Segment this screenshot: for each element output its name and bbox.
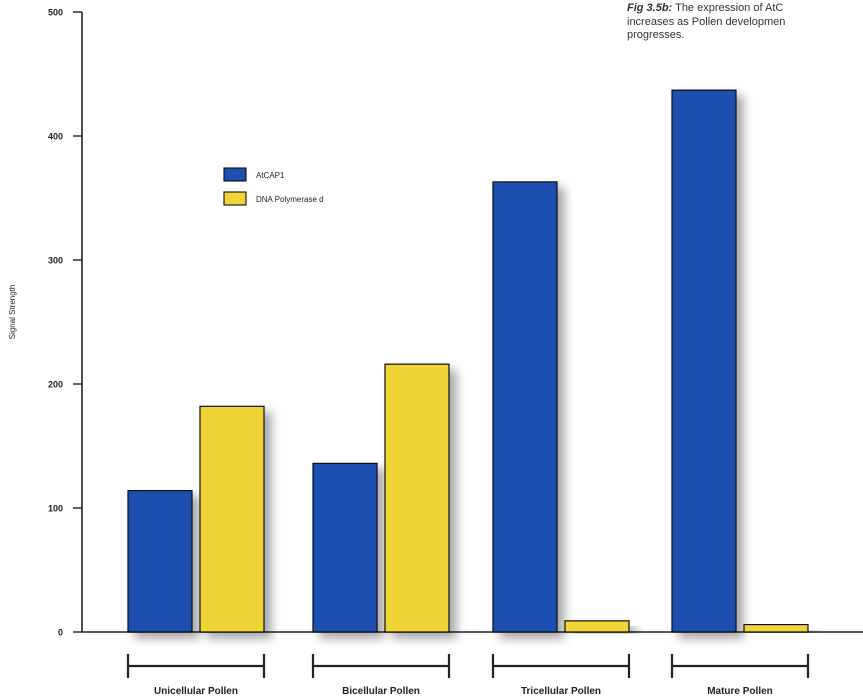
- category-brackets: Unicellular Pollen Bicellular Pollen Trice…: [126, 654, 810, 697]
- caption-line-3: progresses.: [627, 29, 685, 41]
- bar-series-1: [492, 181, 558, 633]
- legend: AtCAP1 DNA Polymerase d: [223, 167, 324, 206]
- caption-line-2: increases as Pollen developmen: [627, 15, 786, 28]
- legend-label: AtCAP1: [256, 171, 285, 180]
- x-tick-label: Bicellular Pollen: [342, 686, 420, 697]
- y-tick-label: 0: [58, 628, 63, 638]
- figure-caption: Fig 3.5b: The expression of AtC increase…: [627, 2, 863, 43]
- bar-series-1: [127, 490, 193, 633]
- bar-series-2: [199, 405, 265, 633]
- y-tick-label: 200: [48, 380, 63, 390]
- caption-label: Fig 3.5b:: [627, 2, 673, 14]
- bars: [127, 89, 809, 633]
- y-tick-label: 100: [48, 504, 63, 514]
- caption-line-1: The expression of AtC: [675, 2, 784, 14]
- legend-swatch: [223, 167, 247, 182]
- y-tick-label: 400: [48, 132, 63, 142]
- bar-series-1: [312, 462, 378, 633]
- bar-series-2: [384, 363, 450, 633]
- legend-swatch: [223, 191, 247, 206]
- bar-series-2: [564, 620, 630, 633]
- y-tick-label: 300: [48, 256, 63, 266]
- x-tick-label: Unicellular Pollen: [154, 686, 238, 697]
- legend-label: DNA Polymerase d: [256, 195, 324, 204]
- bar-series-1: [671, 89, 737, 633]
- bar-series-2: [743, 623, 809, 633]
- x-tick-label: Tricellular Pollen: [521, 686, 601, 697]
- y-tick-label: 500: [48, 8, 63, 18]
- y-axis-label: Signal Strength: [8, 285, 17, 340]
- x-tick-label: Mature Pollen: [707, 686, 773, 697]
